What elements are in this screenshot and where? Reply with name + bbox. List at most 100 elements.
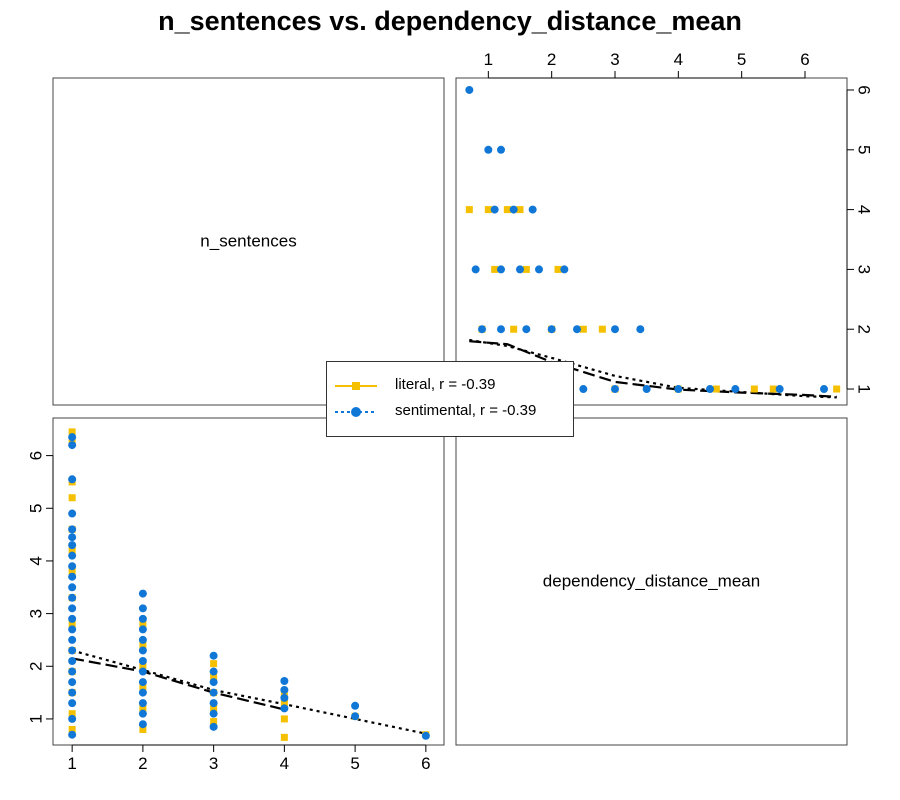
point-literal-bottom-left-13	[68, 725, 76, 733]
point-literal-top-right-6	[554, 265, 562, 273]
point-literal-bottom-left-17	[139, 683, 147, 691]
point-sentimental-bottom-left-13	[68, 614, 77, 623]
point-literal-bottom-left-0	[68, 428, 76, 436]
point-literal-bottom-left-24	[210, 718, 218, 726]
point-sentimental-bottom-left-23	[68, 730, 77, 739]
point-sentimental-bottom-left-34	[138, 699, 147, 708]
point-literal-bottom-left-6	[68, 567, 76, 575]
point-sentimental-bottom-left-40	[209, 688, 218, 697]
point-literal-top-right-16	[712, 385, 720, 393]
point-sentimental-bottom-left-18	[68, 667, 77, 676]
plot-area-bottom-left	[68, 428, 430, 741]
panel-frame-bottom-right	[455, 417, 848, 746]
point-sentimental-bottom-left-45	[280, 685, 289, 694]
legend: literal, r = -0.39 sentimental, r = -0.3…	[326, 361, 574, 437]
point-literal-top-right-8	[510, 325, 518, 333]
point-sentimental-bottom-left-35	[138, 709, 147, 718]
point-sentimental-bottom-left-50	[421, 731, 430, 740]
point-sentimental-top-right-24	[674, 385, 683, 394]
point-sentimental-bottom-left-30	[138, 657, 147, 665]
point-literal-top-right-5	[522, 265, 530, 273]
point-sentimental-top-right-7	[497, 265, 505, 274]
point-sentimental-bottom-left-44	[280, 677, 289, 686]
point-sentimental-bottom-left-33	[138, 688, 147, 697]
point-sentimental-bottom-left-25	[138, 604, 147, 613]
point-sentimental-bottom-left-19	[68, 678, 77, 687]
point-sentimental-top-right-2	[497, 145, 505, 154]
point-literal-top-right-18	[769, 385, 777, 393]
point-sentimental-bottom-left-1	[68, 441, 77, 450]
trend-line-literal-trend-bottom-left	[71, 657, 285, 711]
point-sentimental-bottom-left-47	[280, 704, 289, 713]
trend-line-sentimental-trend-top-right	[469, 338, 837, 399]
point-literal-bottom-left-28	[280, 733, 288, 741]
point-literal-top-right-4	[491, 265, 499, 273]
point-literal-bottom-left-12	[68, 710, 76, 718]
point-sentimental-bottom-left-2	[68, 475, 77, 484]
point-literal-bottom-left-21	[210, 673, 218, 681]
y-tick-label-bottom-left-6: 6	[26, 451, 45, 460]
point-sentimental-bottom-left-14	[68, 625, 77, 634]
point-sentimental-bottom-left-29	[138, 646, 147, 655]
point-sentimental-top-right-8	[516, 265, 524, 274]
point-sentimental-bottom-left-22	[68, 714, 77, 723]
point-sentimental-bottom-left-24	[138, 589, 147, 598]
point-sentimental-top-right-5	[528, 205, 537, 214]
point-sentimental-bottom-left-8	[68, 562, 77, 571]
point-literal-bottom-left-15	[139, 641, 147, 649]
point-sentimental-bottom-left-49	[351, 712, 360, 721]
point-literal-top-right-19	[833, 385, 841, 393]
legend-label-literal: literal, r = -0.39	[395, 376, 496, 393]
point-sentimental-bottom-left-42	[209, 709, 218, 718]
point-sentimental-top-right-15	[573, 325, 581, 334]
point-literal-bottom-left-5	[68, 546, 76, 554]
point-sentimental-bottom-left-16	[68, 646, 77, 655]
chart-title: n_sentences vs. dependency_distance_mean	[158, 6, 742, 36]
point-sentimental-top-right-25	[706, 385, 714, 394]
point-literal-top-right-17	[750, 385, 758, 393]
point-sentimental-bottom-left-38	[209, 667, 218, 676]
x-tick-label-bottom-left-6: 6	[421, 754, 430, 773]
x-tick-label-bottom-left-5: 5	[350, 754, 359, 773]
x-tick-label-top-right-6: 6	[800, 50, 809, 69]
y-tick-label-bottom-left-3: 3	[26, 609, 45, 618]
point-sentimental-bottom-left-31	[138, 667, 147, 676]
y-tick-label-top-right-6: 6	[855, 85, 874, 94]
point-sentimental-bottom-left-3	[68, 509, 77, 518]
point-literal-bottom-left-20	[210, 660, 218, 668]
point-sentimental-bottom-left-37	[209, 651, 218, 660]
point-sentimental-top-right-4	[509, 205, 518, 214]
point-sentimental-top-right-0	[465, 85, 474, 94]
point-literal-top-right-1	[484, 206, 492, 214]
point-sentimental-top-right-17	[636, 325, 645, 334]
point-literal-top-right-3	[516, 206, 524, 214]
point-sentimental-bottom-left-9	[68, 572, 77, 581]
panel-label-bottom-right: dependency_distance_mean	[543, 572, 760, 591]
legend-literal-marker	[335, 382, 377, 390]
point-sentimental-bottom-left-28	[138, 635, 147, 644]
y-tick-label-top-right-2: 2	[855, 324, 874, 333]
point-sentimental-top-right-9	[535, 265, 543, 274]
point-sentimental-bottom-left-20	[68, 688, 77, 697]
point-literal-bottom-left-26	[280, 699, 288, 707]
y-tick-label-top-right-3: 3	[855, 265, 874, 274]
point-sentimental-bottom-left-21	[68, 699, 77, 708]
point-sentimental-top-right-13	[522, 325, 531, 334]
point-sentimental-bottom-left-27	[138, 625, 147, 634]
x-tick-label-bottom-left-2: 2	[138, 754, 147, 773]
point-literal-bottom-left-18	[139, 704, 147, 712]
point-literal-bottom-left-16	[139, 662, 147, 670]
point-sentimental-top-right-16	[611, 325, 619, 334]
x-tick-label-bottom-left-3: 3	[209, 754, 218, 773]
point-sentimental-bottom-left-46	[280, 693, 289, 702]
point-sentimental-bottom-left-41	[209, 699, 218, 708]
point-sentimental-bottom-left-32	[138, 678, 147, 687]
y-tick-label-bottom-left-5: 5	[26, 504, 45, 513]
x-tick-label-top-right-1: 1	[484, 50, 493, 69]
point-sentimental-top-right-11	[478, 325, 486, 334]
point-sentimental-bottom-left-12	[68, 604, 77, 613]
legend-item-sentimental: sentimental, r = -0.39	[327, 400, 573, 422]
panel-frame-top-right	[455, 77, 848, 406]
point-sentimental-bottom-left-36	[138, 720, 147, 729]
